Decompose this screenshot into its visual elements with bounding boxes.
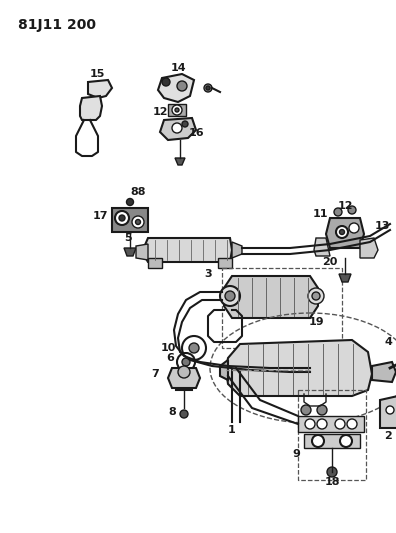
Text: 1: 1 (228, 425, 236, 435)
Text: 14: 14 (170, 63, 186, 73)
Polygon shape (168, 104, 186, 116)
Circle shape (312, 292, 320, 300)
Text: 10: 10 (160, 343, 176, 353)
Circle shape (177, 353, 195, 371)
Text: 2: 2 (384, 431, 392, 441)
Circle shape (135, 220, 141, 224)
Text: 15: 15 (89, 69, 105, 79)
Polygon shape (314, 238, 330, 256)
Circle shape (172, 123, 182, 133)
Circle shape (119, 215, 125, 221)
Text: 19: 19 (308, 317, 324, 327)
Polygon shape (88, 80, 112, 98)
Circle shape (347, 419, 357, 429)
Polygon shape (226, 340, 372, 396)
Circle shape (189, 343, 199, 353)
Circle shape (349, 223, 359, 233)
Circle shape (172, 105, 182, 115)
Polygon shape (339, 274, 351, 282)
Circle shape (204, 84, 212, 92)
Polygon shape (232, 242, 242, 258)
Bar (222, 268, 342, 348)
Text: 18: 18 (324, 477, 340, 487)
Circle shape (177, 81, 187, 91)
Circle shape (386, 406, 394, 414)
Polygon shape (360, 238, 378, 258)
Circle shape (126, 198, 133, 206)
Circle shape (132, 216, 144, 228)
Circle shape (225, 291, 235, 301)
Circle shape (220, 286, 240, 306)
Circle shape (317, 419, 327, 429)
Polygon shape (168, 368, 200, 388)
Polygon shape (224, 276, 318, 318)
Text: 8: 8 (168, 407, 176, 417)
Text: 16: 16 (188, 128, 204, 138)
Circle shape (162, 78, 170, 86)
Polygon shape (298, 416, 364, 432)
Polygon shape (80, 96, 102, 120)
Bar (298, 390, 366, 480)
Text: 12: 12 (337, 201, 353, 211)
Polygon shape (158, 74, 194, 102)
Circle shape (178, 366, 190, 378)
Circle shape (336, 226, 348, 238)
Circle shape (182, 358, 190, 366)
Circle shape (327, 467, 337, 477)
Circle shape (334, 208, 342, 216)
Circle shape (180, 410, 188, 418)
Polygon shape (136, 244, 148, 260)
Polygon shape (124, 248, 136, 256)
Circle shape (308, 288, 324, 304)
Circle shape (305, 419, 315, 429)
Polygon shape (220, 360, 228, 380)
Text: 12: 12 (152, 107, 168, 117)
Circle shape (348, 206, 356, 214)
Circle shape (182, 121, 188, 127)
Circle shape (301, 405, 311, 415)
Circle shape (206, 86, 210, 90)
Text: 17: 17 (92, 211, 108, 221)
Polygon shape (160, 118, 196, 140)
Circle shape (175, 108, 179, 112)
Polygon shape (112, 208, 148, 232)
Circle shape (339, 230, 345, 235)
Circle shape (312, 435, 324, 447)
Circle shape (335, 419, 345, 429)
Circle shape (182, 336, 206, 360)
Polygon shape (304, 434, 360, 448)
Text: 3: 3 (204, 269, 212, 279)
Text: 5: 5 (124, 233, 132, 243)
Text: 81J11 200: 81J11 200 (18, 18, 96, 32)
Polygon shape (175, 158, 185, 165)
Circle shape (115, 211, 129, 225)
Polygon shape (142, 238, 232, 262)
Polygon shape (218, 258, 232, 268)
Polygon shape (380, 396, 396, 428)
Polygon shape (326, 218, 364, 248)
Text: 4: 4 (384, 337, 392, 347)
Text: 6: 6 (166, 353, 174, 363)
Polygon shape (148, 258, 162, 268)
Text: 11: 11 (312, 209, 328, 219)
Text: 20: 20 (322, 257, 338, 267)
Circle shape (340, 435, 352, 447)
Text: 7: 7 (151, 369, 159, 379)
Circle shape (317, 405, 327, 415)
Polygon shape (372, 362, 396, 382)
Text: 88: 88 (130, 187, 146, 197)
Text: 13: 13 (374, 221, 390, 231)
Text: 9: 9 (292, 449, 300, 459)
